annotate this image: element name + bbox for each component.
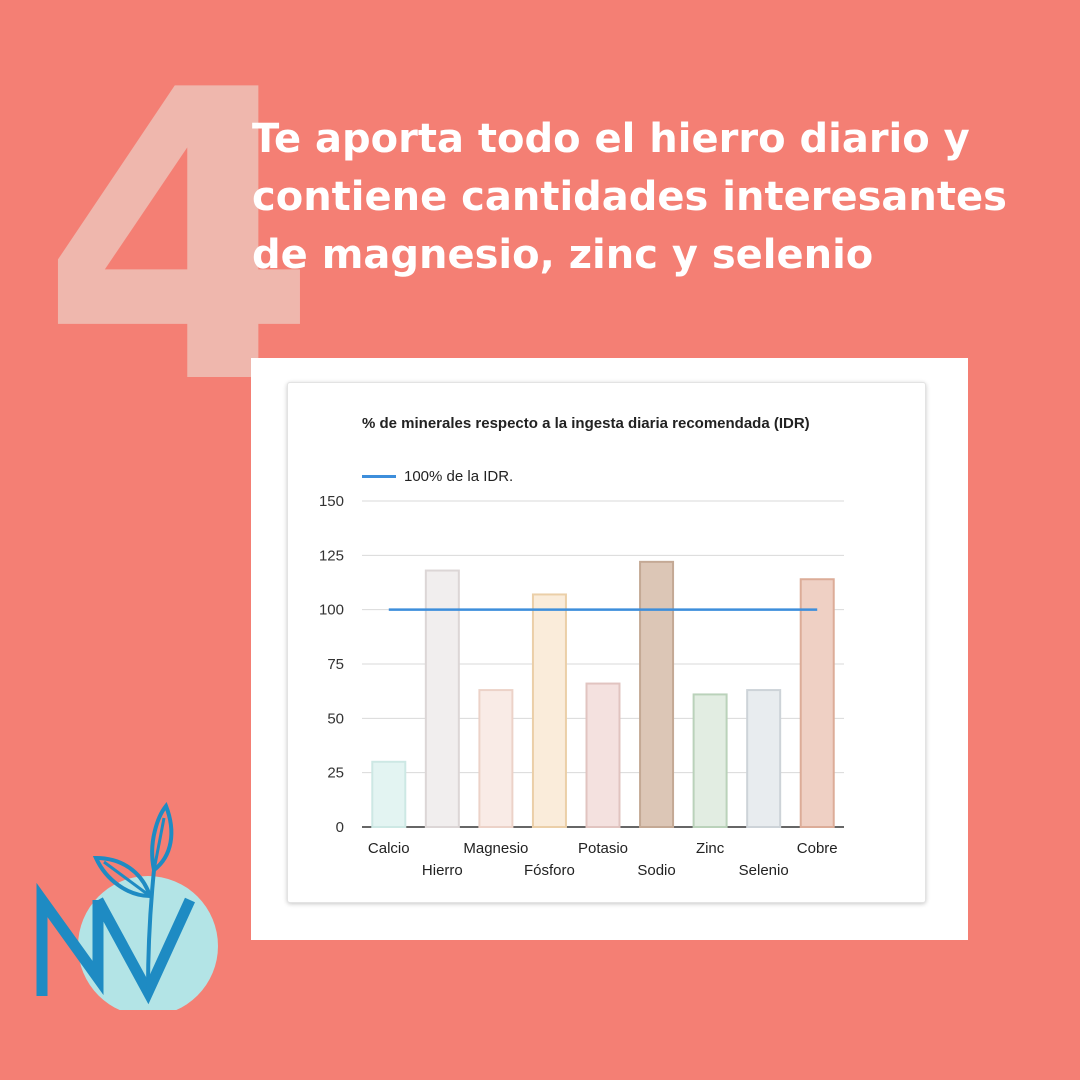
bar-potasio (585, 682, 621, 828)
legend-line-swatch (362, 474, 396, 478)
bar-magnesio (478, 689, 514, 829)
logo-letters (36, 882, 196, 1005)
y-tick-label: 125 (319, 547, 344, 564)
x-tick-label: Fósforo (524, 862, 575, 879)
chart-legend: 100% de la IDR. (362, 466, 513, 486)
headline: Te aporta todo el hierro diario y contie… (252, 110, 1042, 284)
x-tick-label: Cobre (797, 840, 838, 857)
logo-leaf-left-vein (103, 860, 151, 898)
y-tick-label: 0 (336, 819, 344, 836)
x-tick-label: Calcio (368, 840, 410, 857)
logo-leaf-left (92, 855, 153, 899)
bar-cobre (799, 578, 835, 828)
bar-hierro (424, 569, 460, 829)
y-tick-label: 100 (319, 602, 344, 619)
y-tick-label: 25 (327, 765, 344, 782)
bar-sodio (639, 560, 675, 828)
bar-fósforo (531, 593, 567, 828)
x-tick-label: Magnesio (463, 840, 528, 857)
headline-line: contiene cantidades interesantes (252, 174, 1007, 220)
bar-selenio (746, 689, 782, 829)
logo-stem (146, 869, 156, 991)
x-tick-label: Hierro (422, 862, 463, 879)
logo-leaf-right (150, 802, 174, 874)
legend-label: 100% de la IDR. (404, 467, 514, 485)
y-tick-label: 150 (319, 493, 344, 510)
y-tick-label: 50 (327, 710, 344, 727)
x-tick-label: Selenio (739, 862, 789, 879)
sprout-nv-logo-icon (36, 802, 218, 1010)
bar-calcio (371, 760, 407, 828)
logo-leaf-right-vein (152, 817, 166, 871)
x-tick-label: Sodio (637, 862, 675, 879)
chart-title: % de minerales respecto a la ingesta dia… (362, 415, 810, 432)
bar-zinc (692, 693, 728, 829)
x-tick-label: Potasio (578, 840, 628, 857)
headline-line: de magnesio, zinc y selenio (252, 232, 874, 278)
x-tick-label: Zinc (696, 840, 725, 857)
headline-line: Te aporta todo el hierro diario y (252, 116, 970, 162)
y-tick-label: 75 (327, 656, 344, 673)
